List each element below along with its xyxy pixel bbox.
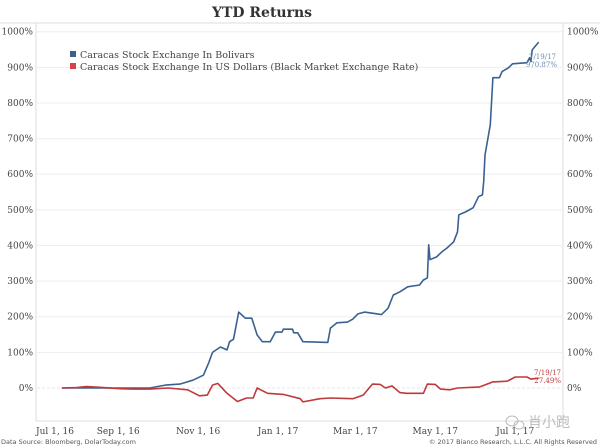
bolivars-end-value: 970.87% — [526, 61, 557, 69]
y-tick-label-right: 900% — [567, 63, 593, 73]
watermark: 肖小跑 — [528, 415, 570, 431]
y-tick-label-right: 400% — [567, 241, 593, 251]
series-line-usd — [61, 376, 539, 403]
y-tick-label-left: 800% — [7, 99, 33, 109]
y-tick-label-left: 400% — [7, 241, 33, 251]
usd-end-date: 7/19/17 — [534, 369, 561, 377]
y-tick-label-right: 200% — [567, 313, 593, 323]
x-tick-label: Mar 1, 17 — [333, 427, 378, 437]
x-tick-label: May 1, 17 — [413, 427, 459, 437]
wechat-icon — [505, 415, 525, 430]
x-tick-label: Jan 1, 17 — [257, 427, 299, 437]
y-tick-label-left: 600% — [7, 170, 33, 180]
data-source: Data Source: Bloomberg, DolarToday.com — [1, 438, 136, 446]
y-tick-label-right: 1000% — [567, 28, 599, 38]
y-tick-label-right: 800% — [567, 99, 593, 109]
legend-label-bolivars: Caracas Stock Exchange In Bolivars — [80, 50, 255, 61]
y-tick-label-right: 300% — [567, 277, 593, 287]
y-tick-label-left: 100% — [7, 348, 33, 358]
y-tick-label-right: 600% — [567, 170, 593, 180]
copyright: © 2017 Bianco Research, L.L.C. All Right… — [429, 438, 597, 446]
legend-swatch-usd — [70, 63, 76, 69]
y-tick-label-right: 700% — [567, 135, 593, 145]
legend: Caracas Stock Exchange In Bolivars Carac… — [70, 50, 418, 73]
series-line-bolivars — [61, 41, 540, 389]
y-tick-label-left: 700% — [7, 135, 33, 145]
usd-end-value: 27.49% — [534, 377, 561, 385]
y-tick-label-left: 500% — [7, 206, 33, 216]
y-tick-label-right: 100% — [567, 348, 593, 358]
chart-title: YTD Returns — [211, 5, 312, 21]
x-tick-label: Jul 1, 17 — [495, 427, 534, 437]
x-tick-label: Jul 1, 16 — [35, 427, 74, 437]
x-tick-label: Nov 1, 16 — [176, 427, 220, 437]
y-tick-label-left: 1000% — [2, 28, 34, 38]
y-tick-label-left: 200% — [7, 313, 33, 323]
y-tick-label-left: 900% — [7, 63, 33, 73]
y-tick-label-right: 500% — [567, 206, 593, 216]
y-tick-label-right: 0% — [567, 384, 582, 394]
bolivars-end-date: 7/19/17 — [529, 53, 556, 61]
legend-swatch-bolivars — [70, 51, 76, 57]
legend-label-usd: Caracas Stock Exchange In US Dollars (Bl… — [80, 62, 418, 73]
x-tick-label: Sep 1, 16 — [97, 427, 140, 437]
y-tick-label-left: 300% — [7, 277, 33, 287]
y-tick-label-left: 0% — [19, 384, 34, 394]
